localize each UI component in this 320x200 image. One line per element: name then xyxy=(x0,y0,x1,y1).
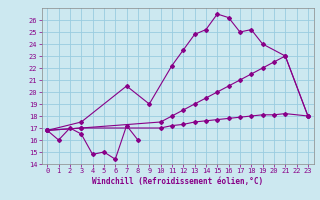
X-axis label: Windchill (Refroidissement éolien,°C): Windchill (Refroidissement éolien,°C) xyxy=(92,177,263,186)
